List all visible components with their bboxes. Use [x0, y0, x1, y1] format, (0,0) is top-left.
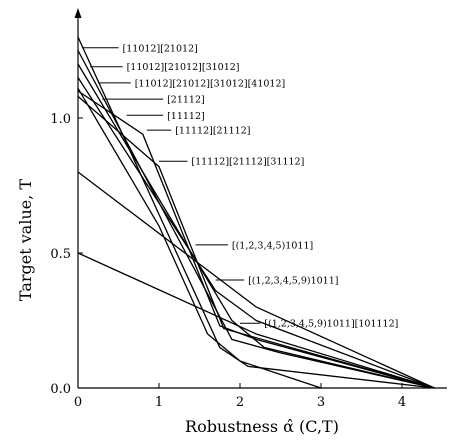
series-line-4 — [77, 77, 435, 389]
series-group — [77, 36, 435, 389]
annotation-label: [(1,2,3,4,5)1011] — [232, 240, 313, 251]
series-line-8 — [77, 252, 435, 389]
y-axis-arrow — [74, 8, 82, 18]
x-tick-label: 1 — [155, 395, 163, 410]
y-tick-label: 1.0 — [50, 112, 71, 127]
y-axis-title: Target value, T — [16, 179, 35, 301]
series-line-9 — [77, 87, 322, 389]
series-line-5 — [77, 90, 435, 389]
annotation-label: [11012][21012] — [123, 43, 198, 54]
series-line-3 — [77, 63, 435, 389]
x-tick-label: 4 — [398, 395, 406, 410]
annotations: [11012][21012] [11012][21012][31012] [1101… — [82, 43, 398, 330]
x-tick-label: 0 — [74, 395, 82, 410]
series-line-1 — [77, 36, 435, 389]
series-line-6 — [77, 95, 435, 389]
annotation-label: [11012][21012][31012] — [127, 62, 240, 73]
annotation-label: [11012][21012][31012][41012] — [135, 78, 286, 89]
annotation-label: [(1,2,3,4,5,9)1011][101112] — [264, 319, 398, 330]
x-tick-label: 3 — [317, 395, 325, 410]
annotation-label: [(1,2,3,4,5,9)1011] — [248, 276, 338, 287]
annotation-label: [21112] — [167, 95, 205, 106]
y-tick-label: 0.5 — [50, 247, 71, 262]
series-line-7 — [77, 171, 435, 389]
annotation-label: [11112] — [167, 111, 205, 122]
y-tick-label: 0.0 — [50, 382, 71, 397]
annotation-label: [11112][21112][31112] — [191, 157, 304, 168]
series-line-2 — [77, 50, 435, 389]
x-tick-label: 2 — [236, 395, 244, 410]
x-axis-title: Robustness α̂ (C,T) — [185, 417, 339, 436]
axes — [74, 8, 447, 389]
annotation-label: [11112][21112] — [175, 126, 250, 137]
